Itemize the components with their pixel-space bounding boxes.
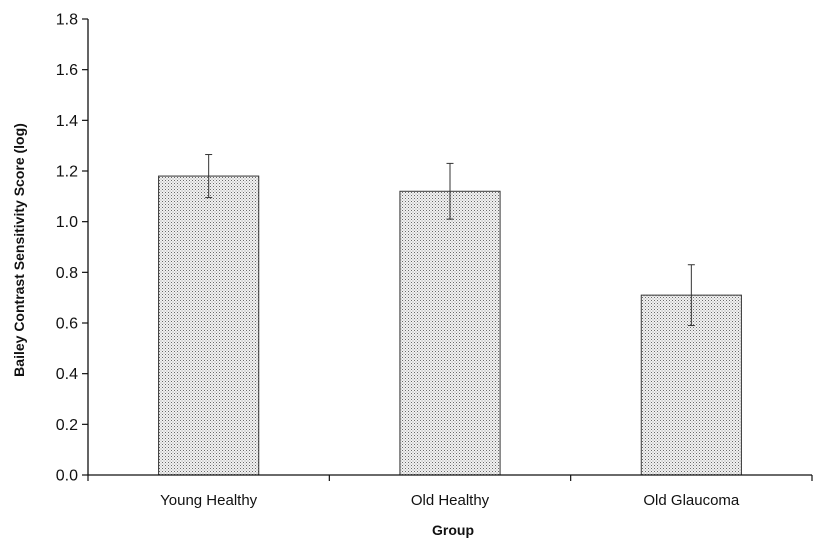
y-axis-title: Bailey Contrast Sensitivity Score (log) xyxy=(11,123,27,377)
y-tick-label: 0.4 xyxy=(56,366,78,383)
x-tick-label: Old Glaucoma xyxy=(643,492,740,509)
bar xyxy=(399,190,501,476)
y-tick-label: 1.6 xyxy=(56,62,78,79)
y-tick-label: 0.6 xyxy=(56,316,78,333)
x-tick-label: Old Healthy xyxy=(411,492,490,509)
y-tick-label: 0.8 xyxy=(56,265,78,282)
y-tick-label: 1.4 xyxy=(56,113,78,130)
y-axis-ticks: 0.0 0.2 0.4 0.6 0.8 1.0 1.2 1.4 1.6 1.8 xyxy=(56,12,88,485)
x-tick-label: Young Healthy xyxy=(160,492,258,509)
bars xyxy=(158,175,742,476)
x-axis-title: Group xyxy=(432,522,474,538)
bar xyxy=(158,175,260,476)
x-axis-ticks: Young Healthy Old Healthy Old Glaucoma xyxy=(87,475,813,509)
y-tick-label: 1.0 xyxy=(56,214,78,231)
y-tick-label: 1.2 xyxy=(56,164,78,181)
error-bars xyxy=(205,154,695,327)
y-tick-label: 0.0 xyxy=(56,468,78,485)
y-tick-label: 0.2 xyxy=(56,417,78,434)
y-tick-label: 1.8 xyxy=(56,12,78,29)
